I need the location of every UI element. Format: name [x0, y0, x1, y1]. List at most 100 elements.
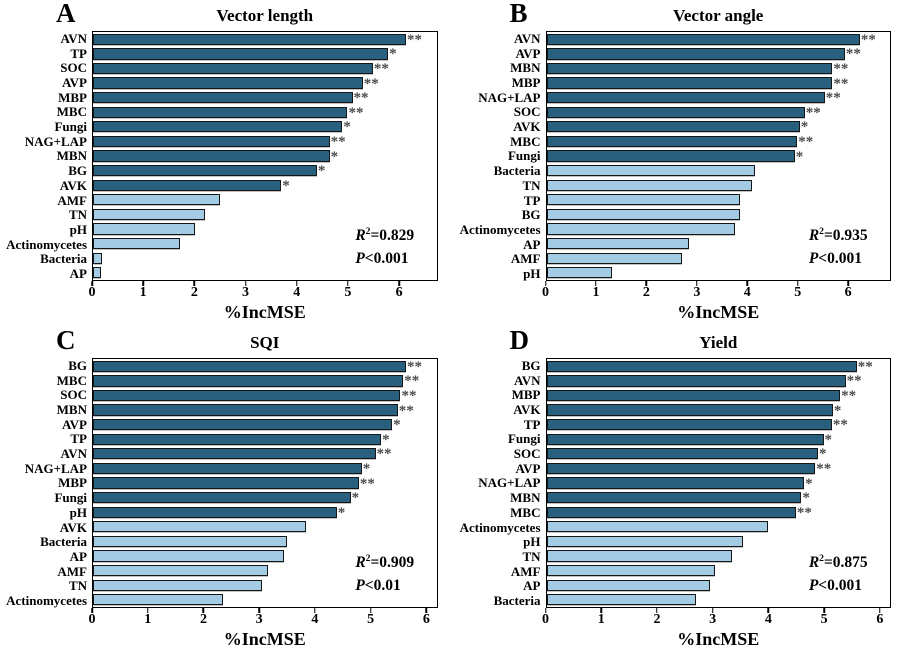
bar-row: [93, 236, 437, 251]
significance-stars: *: [833, 402, 842, 419]
bar-row: [546, 593, 891, 608]
y-tick-label: SOC: [60, 60, 87, 76]
y-tick-label: MBC: [56, 372, 87, 388]
significance-stars: **: [330, 133, 346, 150]
bar-row: [93, 251, 437, 266]
bar-mbc: [546, 506, 796, 518]
bar-soc: [546, 448, 818, 460]
bar-row: **: [546, 359, 891, 374]
bar-row: [546, 222, 891, 237]
r-squared: R2=0.935: [808, 226, 868, 245]
bar-mbp: [93, 92, 353, 104]
x-tick-mark: [258, 608, 260, 613]
bar-mbn: [93, 150, 330, 162]
y-tick-label: pH: [523, 534, 541, 550]
bar-amf: [546, 252, 682, 264]
significance-stars: *: [382, 431, 390, 448]
x-tick-mark: [146, 608, 149, 613]
significance-stars: **: [845, 46, 861, 63]
y-tick-label: MBC: [56, 104, 87, 120]
y-tick-label: TN: [68, 578, 87, 594]
bar-row: *: [93, 432, 437, 447]
y-tick-label: AMF: [510, 563, 541, 579]
y-tick-label: TN: [522, 548, 541, 564]
bar-row: **: [546, 90, 891, 106]
bar-row: *: [93, 120, 437, 135]
bar-row: [546, 520, 891, 535]
x-tick-label: 5: [794, 285, 802, 300]
x-tick-mark: [193, 281, 196, 286]
y-tick-label: SOC: [513, 446, 541, 462]
bar-ap: [546, 579, 710, 591]
bar-tp: [93, 433, 382, 445]
bar-row: [93, 578, 437, 593]
significance-stars: *: [795, 148, 804, 165]
y-tick-label: AVP: [61, 74, 87, 90]
x-tick-mark: [767, 608, 770, 613]
y-tick-label: MBN: [56, 148, 87, 164]
y-tick-label: Bacteria: [493, 593, 541, 609]
significance-stars: *: [317, 163, 326, 180]
bar-nag-lap: [93, 135, 330, 148]
stats-annotation: R2=0.909 P<0.01: [355, 552, 414, 597]
bar-row: **: [546, 134, 891, 149]
y-tick-label: AVN: [514, 30, 541, 46]
x-tick-mark: [711, 608, 714, 613]
bar-row: *: [93, 417, 437, 433]
bar-row: [546, 236, 891, 251]
y-tick-label: MBP: [58, 475, 87, 491]
bar-bg: [93, 360, 407, 372]
y-tick-label: TN: [522, 177, 541, 193]
bar-amf: [546, 564, 716, 577]
bar-row: [546, 578, 891, 593]
x-tick-label: 3: [709, 612, 717, 627]
y-tick-label: AVK: [513, 119, 541, 135]
bar-mbn: [546, 492, 802, 504]
bar-row: [546, 563, 891, 578]
bar-row: *: [546, 148, 891, 165]
bar-row: [546, 266, 891, 281]
x-tick-mark: [595, 281, 597, 286]
x-tick-label: 4: [311, 612, 319, 627]
significance-stars: **: [359, 475, 375, 492]
y-tick-label: TP: [523, 192, 541, 208]
bar-row: *: [546, 475, 891, 492]
bar-row: **: [93, 76, 437, 91]
significance-stars: *: [805, 475, 813, 492]
significance-stars: **: [353, 90, 369, 107]
bar-actinomycetes: [546, 521, 769, 533]
panel-title: Vector length: [216, 6, 314, 25]
bar-soc: [93, 389, 401, 402]
y-tick-label: AMF: [57, 563, 87, 579]
x-tick-mark: [425, 608, 428, 613]
bar-avk: [546, 121, 800, 133]
x-tick-mark: [544, 281, 547, 286]
y-tick-label: AVN: [60, 30, 88, 46]
bar-row: [546, 193, 891, 208]
r-squared: R2=0.909: [355, 553, 415, 572]
bar-avn: [93, 448, 376, 460]
y-tick-label: AP: [69, 266, 87, 282]
y-tick-label: Actinomycetes: [459, 221, 541, 237]
bar-row: **: [546, 374, 891, 389]
x-tick-mark: [796, 281, 799, 286]
bar-row: *: [93, 178, 437, 193]
significance-stars: *: [330, 148, 339, 165]
y-axis-labels: BG MBC SOC MBN AVP TP AVN NAG+LAP MBP Fungi pH AVK B…: [0, 358, 92, 608]
bar-avn: [93, 33, 406, 45]
significance-stars: *: [800, 119, 809, 136]
significance-stars: **: [833, 60, 849, 77]
panel-title: SQI: [250, 333, 280, 352]
bar-tn: [546, 179, 753, 191]
bar-fungi: [93, 492, 351, 504]
x-tick-label: 2: [653, 612, 661, 627]
bar-tp: [546, 194, 740, 206]
y-axis-labels: AVN AVP MBN MBP NAG+LAP SOC AVK MBC Fungi Bacteri…: [454, 31, 546, 281]
y-tick-label: AVP: [515, 45, 541, 61]
x-tick-mark: [347, 281, 349, 286]
y-tick-label: MBC: [510, 504, 541, 520]
significance-stars: **: [404, 373, 420, 390]
y-tick-label: Fungi: [507, 431, 541, 447]
x-tick-label: 4: [764, 612, 772, 627]
y-tick-label: MBN: [510, 490, 541, 506]
